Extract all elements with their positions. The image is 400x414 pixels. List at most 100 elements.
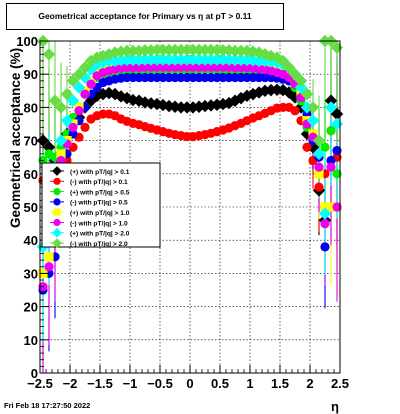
point-with-pt-q-0-1 bbox=[132, 94, 146, 107]
point-with-pt-q-1-0 bbox=[320, 202, 330, 212]
legend-marker-with-pt-q-0-1 bbox=[53, 177, 61, 185]
point-with-pt-q-0-1 bbox=[216, 97, 230, 111]
point-with-pt-q-2-0 bbox=[210, 43, 224, 57]
x-tick-label: 2.5 bbox=[331, 376, 349, 391]
point-with-pt-q-2-0 bbox=[48, 94, 62, 107]
point-with-pt-q-0-1 bbox=[150, 97, 164, 111]
point-with-pt-q-0-1 bbox=[204, 99, 218, 112]
point-with-pt-q-2-0 bbox=[294, 74, 308, 88]
point-with-pt-q-1-0 bbox=[44, 262, 54, 272]
point-with-pt-q-1-0 bbox=[326, 202, 336, 212]
point-with-pt-q-1-0 bbox=[314, 169, 324, 179]
legend-marker-with-pt-q-1-0 bbox=[53, 208, 61, 216]
point-with-pt-q-1-0 bbox=[74, 106, 84, 116]
point-with-pt-q-0-1 bbox=[228, 94, 242, 107]
legend-box bbox=[41, 162, 161, 248]
legend-marker-with-pt-q-2-0 bbox=[52, 238, 62, 248]
point-with-pt-q-2-0 bbox=[312, 134, 326, 147]
y-tick-label: 40 bbox=[24, 233, 38, 248]
point-with-pt-q-2-0 bbox=[54, 134, 68, 147]
point-with-pt-q-2-0 bbox=[54, 101, 68, 114]
x-tick-label: 1 bbox=[246, 376, 253, 391]
point-with-pt-q-0-1 bbox=[240, 89, 254, 102]
point-with-pt-q-0-1 bbox=[234, 91, 248, 105]
legend-label-with-pt-q-2-0: (+) with pT/|q| > 2.0 bbox=[70, 231, 130, 238]
legend-label-with-pt-q-2-0: (-) with pT/|q| > 2.0 bbox=[70, 241, 128, 248]
point-with-pt-q-2-0 bbox=[60, 114, 74, 127]
y-tick-label: 80 bbox=[24, 100, 38, 115]
point-with-pt-q-0-1 bbox=[192, 100, 206, 113]
legend-marker-with-pt-q-2-0 bbox=[52, 227, 62, 238]
y-tick-label: 20 bbox=[24, 300, 38, 315]
point-with-pt-q-0-1 bbox=[126, 93, 140, 107]
point-with-pt-q-0-1 bbox=[156, 98, 170, 112]
y-tick-label: 0 bbox=[31, 366, 38, 381]
point-with-pt-q-2-0 bbox=[294, 81, 308, 94]
legend-marker-with-pt-q-0-5 bbox=[53, 198, 61, 206]
point-with-pt-q-2-0 bbox=[66, 94, 80, 107]
point-with-pt-q-0-1 bbox=[314, 182, 324, 192]
point-with-pt-q-2-0 bbox=[276, 54, 290, 68]
point-with-pt-q-0-5 bbox=[332, 169, 342, 179]
axes: −2.5 −2 −1.5 −1 −0.5 0 0.5 1 1.5 2 2.5 0 10 20 30 40 50 6… bbox=[16, 34, 349, 391]
point-with-pt-q-0-1 bbox=[324, 94, 338, 107]
point-with-pt-q-0-1 bbox=[198, 99, 212, 113]
point-with-pt-q-0-1 bbox=[168, 100, 182, 113]
y-tick-label: 90 bbox=[24, 67, 38, 82]
point-with-pt-q-2-0 bbox=[282, 61, 296, 74]
point-with-pt-q-0-5 bbox=[326, 126, 336, 136]
point-with-pt-q-1-0 bbox=[86, 79, 96, 89]
point-with-pt-q-1-0 bbox=[80, 89, 90, 99]
legend-label-with-pt-q-0-5: (+) with pT/|q| > 0.5 bbox=[70, 189, 130, 196]
point-with-pt-q-2-0 bbox=[144, 44, 158, 57]
point-with-pt-q-2-0 bbox=[288, 67, 302, 81]
point-with-pt-q-0-1 bbox=[290, 106, 300, 116]
y-tick-label: 100 bbox=[16, 34, 38, 49]
point-with-pt-q-0-5 bbox=[332, 145, 342, 156]
y-tick-label: 70 bbox=[24, 134, 38, 149]
point-with-pt-q-2-0 bbox=[132, 53, 146, 67]
point-with-pt-q-2-0 bbox=[72, 81, 86, 94]
point-with-pt-q-0-1 bbox=[222, 96, 236, 110]
point-with-pt-q-0-1 bbox=[42, 141, 56, 154]
legend-label-with-pt-q-0-1: (-) with pT/|q| > 0.1 bbox=[70, 179, 128, 186]
legend-marker-with-pt-q-0-5 bbox=[53, 188, 61, 196]
legend-marker-with-pt-q-0-1 bbox=[52, 166, 62, 176]
timestamp: Fri Feb 18 17:27:50 2022 bbox=[4, 401, 91, 410]
legend-label-with-pt-q-1-0: (-) with pT/|q| > 1.0 bbox=[70, 220, 128, 227]
x-tick-label: −2.5 bbox=[27, 376, 53, 391]
point-with-pt-q-2-0 bbox=[222, 44, 236, 57]
point-with-pt-q-2-0 bbox=[78, 61, 92, 74]
chart-title-box: Geometrical acceptance for Primary vs η … bbox=[6, 3, 284, 30]
x-tick-label: 0 bbox=[186, 376, 193, 391]
legend-label-with-pt-q-0-5: (-) with pT/|q| > 0.5 bbox=[70, 200, 128, 207]
x-tick-label: −1 bbox=[123, 376, 138, 391]
point-with-pt-q-2-0 bbox=[312, 147, 326, 161]
point-with-pt-q-0-5 bbox=[326, 155, 336, 166]
point-with-pt-q-2-0 bbox=[306, 114, 320, 127]
x-tick-label: −2 bbox=[63, 376, 78, 391]
point-with-pt-q-2-0 bbox=[72, 67, 86, 81]
y-tick-label: 50 bbox=[24, 200, 38, 215]
point-with-pt-q-1-0 bbox=[314, 162, 324, 172]
legend: (+) with pT/|q| > 0.1 (-) with pT/|q| > 0… bbox=[41, 162, 161, 248]
x-tick-label: −1.5 bbox=[87, 376, 113, 391]
y-tick-label: 10 bbox=[24, 333, 38, 348]
point-with-pt-q-2-0 bbox=[318, 207, 332, 220]
legend-label-with-pt-q-1-0: (+) with pT/|q| > 1.0 bbox=[70, 210, 130, 217]
y-axis-label: Geometrical acceptance (%) bbox=[8, 48, 23, 228]
point-with-pt-q-0-1 bbox=[80, 122, 90, 132]
point-with-pt-q-1-0 bbox=[320, 219, 330, 229]
point-with-pt-q-0-1 bbox=[210, 98, 224, 111]
legend-label-with-pt-q-0-1: (+) with pT/|q| > 0.1 bbox=[70, 169, 130, 176]
point-with-pt-q-2-0 bbox=[300, 87, 314, 101]
point-with-pt-q-1-0 bbox=[326, 162, 336, 172]
x-tick-label: 1.5 bbox=[271, 376, 289, 391]
y-tick-label: 60 bbox=[24, 167, 38, 182]
point-with-pt-q-0-5 bbox=[320, 242, 330, 252]
point-with-pt-q-2-0 bbox=[66, 74, 80, 88]
x-tick-label: 2 bbox=[306, 376, 313, 391]
point-with-pt-q-0-5 bbox=[320, 142, 330, 152]
point-with-pt-q-2-0 bbox=[240, 44, 254, 58]
point-with-pt-q-2-0 bbox=[306, 101, 320, 114]
